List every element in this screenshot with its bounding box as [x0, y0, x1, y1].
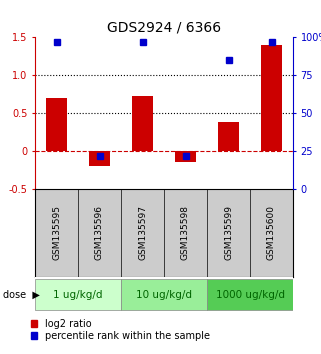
Text: GSM135600: GSM135600	[267, 206, 276, 261]
Text: 1000 ug/kg/d: 1000 ug/kg/d	[215, 290, 284, 299]
Bar	[207, 279, 293, 310]
Bar	[261, 45, 282, 151]
Bar	[35, 279, 121, 310]
Text: 1 ug/kg/d: 1 ug/kg/d	[53, 290, 103, 299]
Bar	[121, 279, 207, 310]
Text: GSM135597: GSM135597	[138, 206, 147, 261]
Bar	[89, 151, 110, 166]
Bar	[218, 122, 239, 151]
Text: GSM135595: GSM135595	[52, 206, 61, 261]
Text: 10 ug/kg/d: 10 ug/kg/d	[136, 290, 192, 299]
Text: GSM135599: GSM135599	[224, 206, 233, 261]
Legend: log2 ratio, percentile rank within the sample: log2 ratio, percentile rank within the s…	[30, 319, 210, 341]
Bar	[46, 98, 67, 151]
Bar	[132, 96, 153, 151]
Text: dose  ▶: dose ▶	[3, 290, 40, 299]
Bar	[175, 151, 196, 162]
Title: GDS2924 / 6366: GDS2924 / 6366	[107, 21, 221, 34]
Text: GSM135598: GSM135598	[181, 206, 190, 261]
Text: GSM135596: GSM135596	[95, 206, 104, 261]
